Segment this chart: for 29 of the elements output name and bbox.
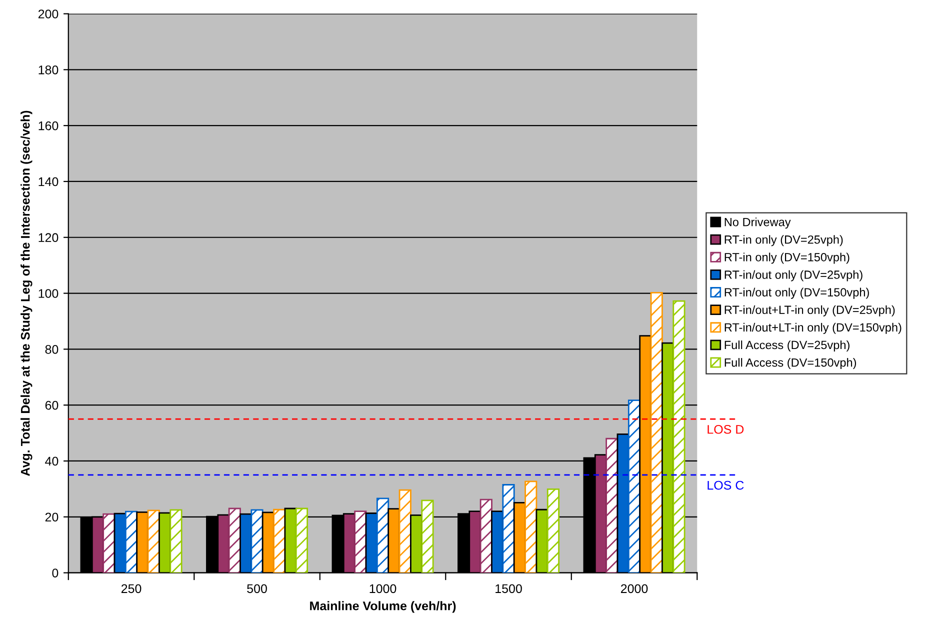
- y-tick-label: 80: [45, 344, 58, 354]
- legend-label: RT-in only (DV=25vph): [724, 235, 843, 246]
- legend-label: RT-in/out+LT-in only (DV=25vph): [724, 305, 895, 316]
- x-axis-title: Mainline Volume (veh/hr): [310, 601, 456, 613]
- x-tick-label: 2000: [620, 584, 648, 594]
- x-tick-label: 250: [121, 584, 142, 594]
- x-tick-label: 1500: [496, 584, 522, 594]
- y-axis-title: Avg. Total Delay at the Study Leg of the Intersection (sec/veh): [20, 110, 32, 476]
- y-tick-label: 200: [38, 10, 58, 18]
- y-tick-label: 100: [38, 289, 58, 298]
- ref-line-label: LOS D: [708, 424, 744, 434]
- legend-label: RT-in only (DV=150vph): [724, 252, 850, 264]
- y-tick-label: 60: [45, 400, 58, 410]
- legend-label: RT-in/out only (DV=150vph): [724, 288, 869, 299]
- legend-label: Full Access (DV=25vph): [724, 340, 850, 352]
- x-tick-label: 1000: [370, 584, 396, 594]
- legend-label: Full Access (DV=150vph): [724, 358, 856, 370]
- y-tick-label: 20: [45, 512, 58, 522]
- y-tick-label: 140: [38, 177, 58, 186]
- legend-label: No Driveway: [724, 218, 791, 229]
- y-tick-label: 0: [52, 568, 58, 578]
- ref-line-label: LOS C: [708, 480, 744, 490]
- y-tick-label: 120: [38, 233, 58, 242]
- legend-label: RT-in/out+LT-in only (DV=150vph): [724, 322, 902, 334]
- y-tick-label: 180: [38, 65, 58, 74]
- x-tick-label: 500: [247, 584, 267, 594]
- y-tick-label: 40: [45, 456, 58, 466]
- legend-label: RT-in/out only (DV=25vph): [724, 270, 862, 282]
- y-tick-label: 160: [38, 121, 58, 130]
